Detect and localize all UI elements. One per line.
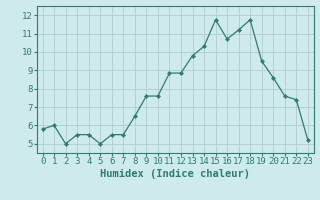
X-axis label: Humidex (Indice chaleur): Humidex (Indice chaleur) — [100, 169, 250, 179]
